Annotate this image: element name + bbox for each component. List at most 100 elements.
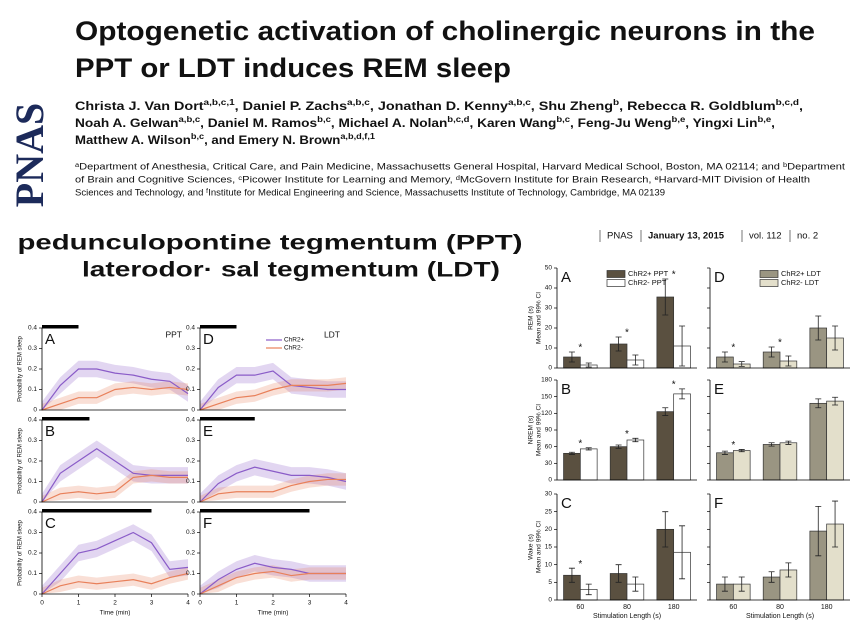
y-tick-label: 0.2 xyxy=(28,366,37,373)
bar xyxy=(762,444,781,481)
author-name: Matthew A. Wilson xyxy=(75,135,191,147)
logo: PNAS xyxy=(7,103,52,207)
author-name: Christa J. Van Dort xyxy=(75,101,204,113)
error-bar xyxy=(768,571,775,583)
legend-label: ChR2+ PPT xyxy=(628,269,669,278)
axes xyxy=(556,268,697,369)
y-tick-label: 0 xyxy=(191,499,195,506)
author-name: Michael A. Nolan xyxy=(338,118,447,130)
bar xyxy=(626,439,645,481)
panel-label: D xyxy=(714,269,725,286)
error-bar xyxy=(832,396,839,406)
author-name: Yingxi Lin xyxy=(693,118,758,130)
y-tick-label: 0.1 xyxy=(186,570,195,577)
error-bar xyxy=(585,447,592,451)
error-bar xyxy=(679,388,686,400)
error-bar xyxy=(632,354,639,366)
x-tick-label: 80 xyxy=(776,604,784,611)
y-axis-label: Probability of REM sleep xyxy=(18,519,24,585)
legend-swatch xyxy=(606,270,626,278)
axes xyxy=(709,494,850,601)
y-tick-label: 15 xyxy=(545,544,553,551)
y-tick-label: 5 xyxy=(548,579,552,586)
journal-item: no. 2 xyxy=(797,231,818,242)
x-tick-label: 0 xyxy=(40,600,44,607)
y-tick-label: 0.2 xyxy=(28,550,37,557)
axes xyxy=(709,380,850,481)
series-line xyxy=(199,570,346,595)
author-sep: , xyxy=(331,118,339,130)
author-sep: , xyxy=(799,101,803,113)
significance-mark: * xyxy=(672,270,676,281)
author-line: Noah A. Gelwan a,b,c, Daniel M. Ramos b,c,… xyxy=(75,115,775,130)
error-bar xyxy=(721,450,728,455)
error-bar xyxy=(615,564,622,583)
legend-swatch xyxy=(759,270,779,278)
y-tick-label: 30 xyxy=(545,491,553,498)
author-name: Daniel P. Zachs xyxy=(243,101,347,113)
y-tick-label: 0 xyxy=(191,591,195,598)
y-tick-label: 0.2 xyxy=(186,458,195,465)
y-tick-label: 0 xyxy=(33,407,37,414)
region-label: LDT xyxy=(324,329,340,339)
author-sup: b,c xyxy=(317,115,331,124)
error-bar xyxy=(721,576,728,592)
axes xyxy=(41,420,188,503)
bar xyxy=(579,448,598,481)
panel-label: A xyxy=(45,331,55,348)
y-tick-label: 60 xyxy=(545,443,553,450)
legend-label: ChR2+ xyxy=(284,337,305,344)
bar xyxy=(609,446,628,481)
stim-bar xyxy=(42,325,79,329)
legend-label: ChR2- LDT xyxy=(781,278,819,287)
affiliation-line: Sciences and Technology, and ᶠInstitute … xyxy=(75,188,665,199)
error-bar xyxy=(662,407,669,416)
error-bar xyxy=(615,444,622,449)
error-bar xyxy=(568,451,575,455)
x-tick-label: 2 xyxy=(113,600,117,607)
author-sep: , xyxy=(204,135,211,147)
y-axis-label: NREM (s) xyxy=(528,416,535,445)
series-line xyxy=(199,370,346,411)
axes xyxy=(556,380,697,481)
error-bar xyxy=(785,440,792,445)
legend-label: ChR2- xyxy=(284,345,303,352)
y-axis-label: Wake (s) xyxy=(528,534,535,560)
author-sup: a,b,c xyxy=(179,115,201,124)
significance-mark: * xyxy=(672,380,676,391)
y-tick-label: 30 xyxy=(545,460,553,467)
error-bar xyxy=(568,351,575,363)
y-tick-label: 0.3 xyxy=(186,529,195,536)
error-bar xyxy=(632,437,639,443)
ci-band xyxy=(42,360,188,410)
author-sep: , xyxy=(370,101,378,113)
panel-label: A xyxy=(561,269,571,286)
axes xyxy=(709,268,850,369)
y-axis-label: Probability of REM sleep xyxy=(18,335,24,401)
stim-bar xyxy=(200,325,237,329)
significance-mark: * xyxy=(578,343,582,354)
x-tick-label: 80 xyxy=(623,604,631,611)
x-axis-label: Stimulation Length (s) xyxy=(593,613,661,620)
error-bar xyxy=(679,525,686,580)
series-line xyxy=(41,474,188,503)
error-bar xyxy=(662,278,669,316)
legend-swatch xyxy=(759,279,779,287)
y-tick-label: 0.3 xyxy=(28,437,37,444)
y-tick-label: 0.3 xyxy=(186,345,195,352)
error-bar xyxy=(832,325,839,351)
x-tick-label: 3 xyxy=(308,600,312,607)
y-tick-label: 0.4 xyxy=(186,509,195,516)
author-sep: , xyxy=(235,101,243,113)
ci-band xyxy=(42,567,188,594)
ci-band xyxy=(42,440,188,502)
bar xyxy=(732,450,751,481)
y-tick-label: 150 xyxy=(541,393,552,400)
x-tick-label: 60 xyxy=(576,604,584,611)
panel-label: E xyxy=(714,381,724,398)
panel-label: F xyxy=(203,515,212,532)
y-tick-label: 0.4 xyxy=(186,325,195,332)
y-tick-label: 0.4 xyxy=(28,325,37,332)
error-bar xyxy=(815,398,822,409)
y-tick-label: 120 xyxy=(541,410,552,417)
